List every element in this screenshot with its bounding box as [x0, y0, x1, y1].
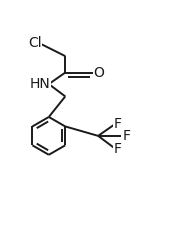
Text: HN: HN	[30, 77, 51, 91]
Text: F: F	[114, 117, 122, 131]
Text: Cl: Cl	[28, 36, 42, 50]
Text: O: O	[94, 65, 104, 79]
Text: F: F	[114, 142, 122, 156]
Text: F: F	[123, 129, 131, 143]
